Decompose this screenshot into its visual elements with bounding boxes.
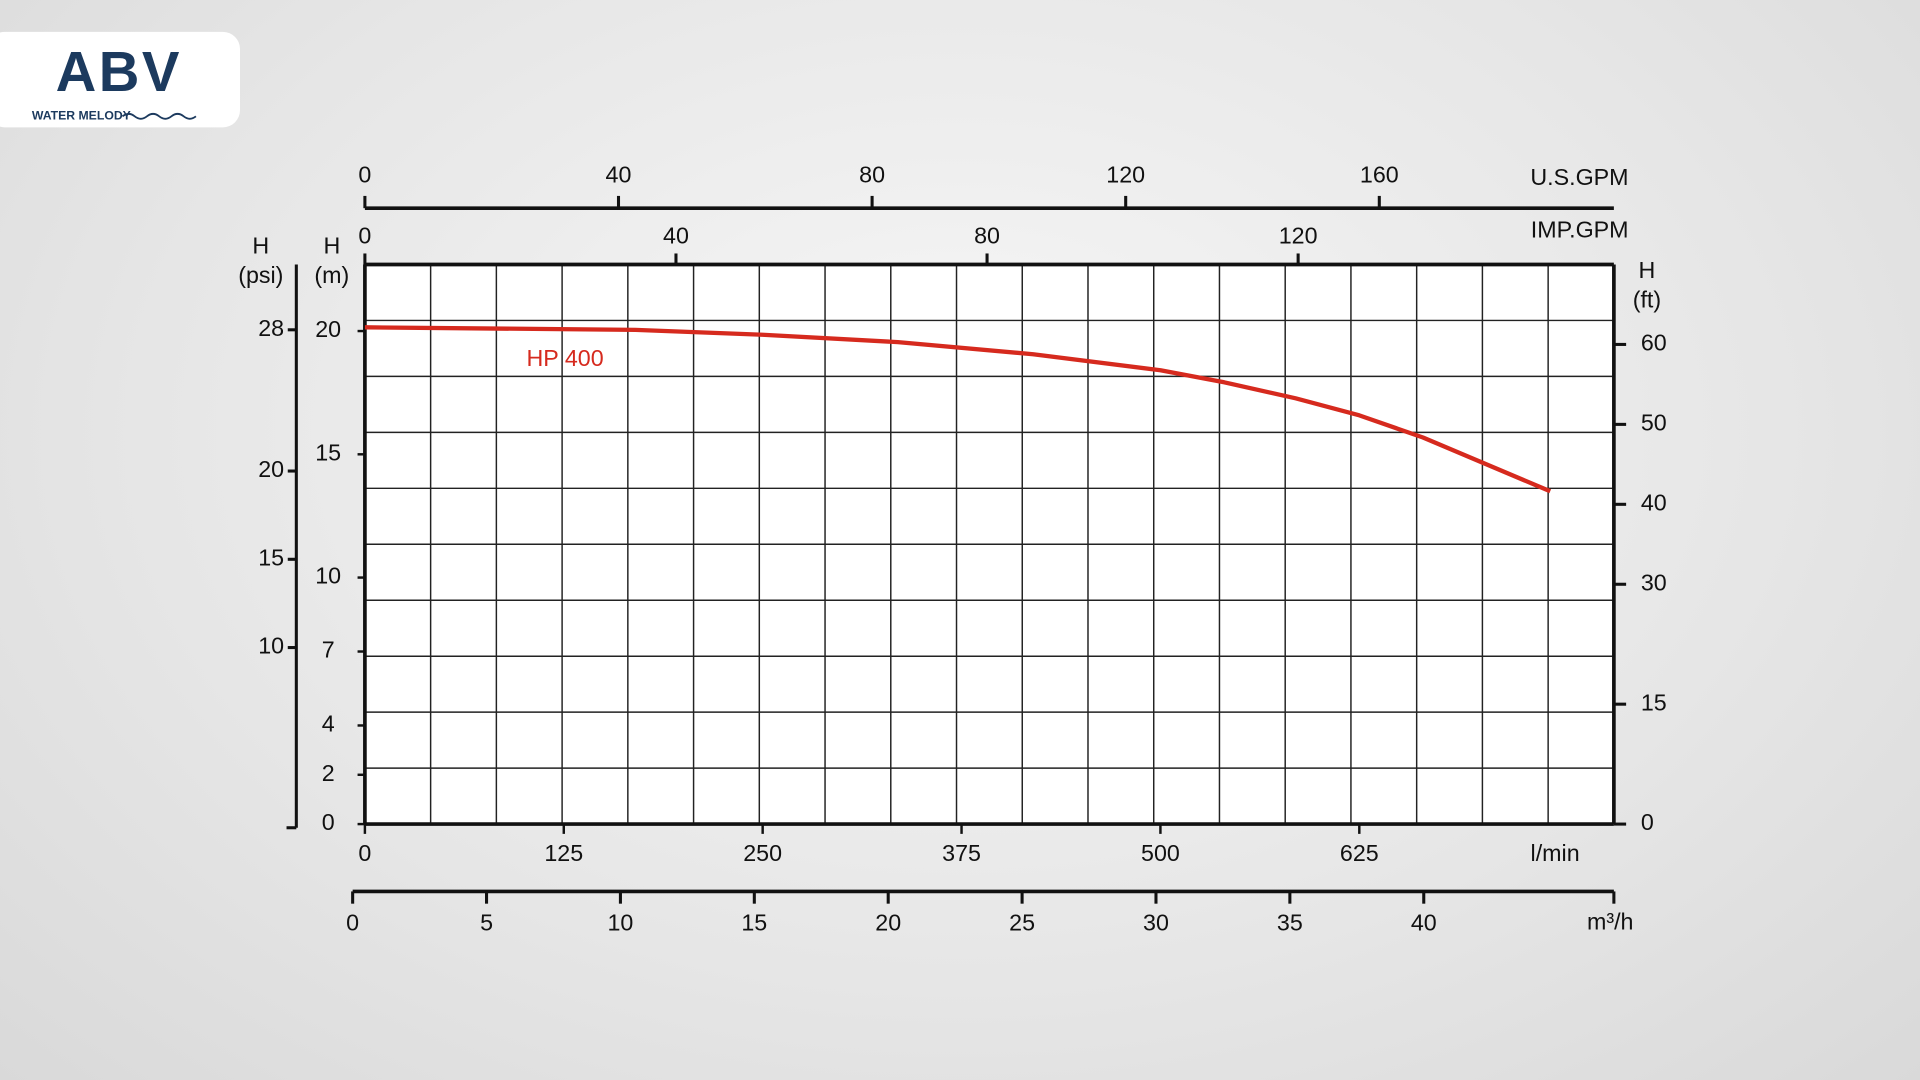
psi-axis-title: (psi) — [238, 262, 283, 288]
impgpm-axis-title: IMP.GPM — [1531, 217, 1629, 243]
y-tick-label: 10 — [315, 563, 341, 589]
y-tick-label: 2 — [322, 760, 335, 786]
usgpm-tick-label: 40 — [606, 161, 632, 187]
x-tick-label: 250 — [743, 840, 782, 866]
y-tick-label: 15 — [315, 439, 341, 465]
logo-tagline: WATER MELODY — [32, 109, 131, 123]
m3h-tick-label: 10 — [607, 910, 633, 936]
psi-tick-label: 28 — [258, 315, 284, 341]
logo: ABV WATER MELODY — [0, 31, 240, 128]
y-tick-label: 7 — [322, 637, 335, 663]
y-axis-title: H — [323, 232, 340, 258]
impgpm-tick-label: 120 — [1279, 223, 1318, 249]
m3h-axis-title: m³/h — [1587, 908, 1634, 934]
y-tick-label: 20 — [315, 316, 341, 342]
ft-tick-label: 0 — [1641, 809, 1654, 835]
curve — [364, 325, 1552, 494]
x-tick-label: 500 — [1141, 840, 1180, 866]
ft-tick-label: 60 — [1641, 330, 1667, 356]
usgpm-tick-label: 80 — [859, 161, 885, 187]
psi-tick-label: 10 — [258, 633, 284, 659]
impgpm-tick-label: 80 — [974, 223, 1000, 249]
x-axis-title: l/min — [1531, 840, 1580, 866]
ft-tick-label: 30 — [1641, 569, 1667, 595]
usgpm-axis-title: U.S.GPM — [1530, 164, 1628, 190]
logo-mark: ABV — [56, 40, 182, 103]
x-tick-label: 625 — [1340, 840, 1379, 866]
m3h-tick-label: 20 — [875, 910, 901, 936]
impgpm-tick-label: 0 — [358, 223, 371, 249]
logo-box — [0, 31, 240, 128]
ft-tick-label: 40 — [1641, 489, 1667, 515]
usgpm-tick-label: 120 — [1106, 161, 1145, 187]
usgpm-tick-label: 160 — [1360, 161, 1399, 187]
x-tick-label: 375 — [942, 840, 981, 866]
series-label: HP 400 — [527, 345, 604, 371]
m3h-tick-label: 15 — [741, 910, 767, 936]
x-tick-label: 125 — [544, 840, 583, 866]
psi-tick-label: 15 — [258, 544, 284, 570]
m3h-tick-label: 0 — [346, 910, 359, 936]
m3h-tick-label: 5 — [480, 910, 493, 936]
ft-axis-title: H — [1639, 257, 1656, 283]
psi-axis-title: H — [252, 232, 269, 258]
m3h-tick-label: 30 — [1143, 910, 1169, 936]
x-tick-label: 0 — [358, 840, 371, 866]
y-axis-title: (m) — [314, 262, 349, 288]
ft-tick-label: 15 — [1641, 689, 1667, 715]
impgpm-tick-label: 40 — [663, 223, 689, 249]
m3h-tick-label: 35 — [1277, 910, 1303, 936]
m3h-tick-label: 40 — [1411, 910, 1437, 936]
psi-tick-label: 20 — [258, 456, 284, 482]
ft-axis-title: (ft) — [1633, 286, 1661, 312]
y-tick-label: 4 — [322, 711, 335, 737]
usgpm-tick-label: 0 — [358, 161, 371, 187]
ft-tick-label: 50 — [1641, 410, 1667, 436]
logo-wave — [121, 112, 197, 120]
y-tick-label: 0 — [322, 809, 335, 835]
m3h-tick-label: 25 — [1009, 910, 1035, 936]
